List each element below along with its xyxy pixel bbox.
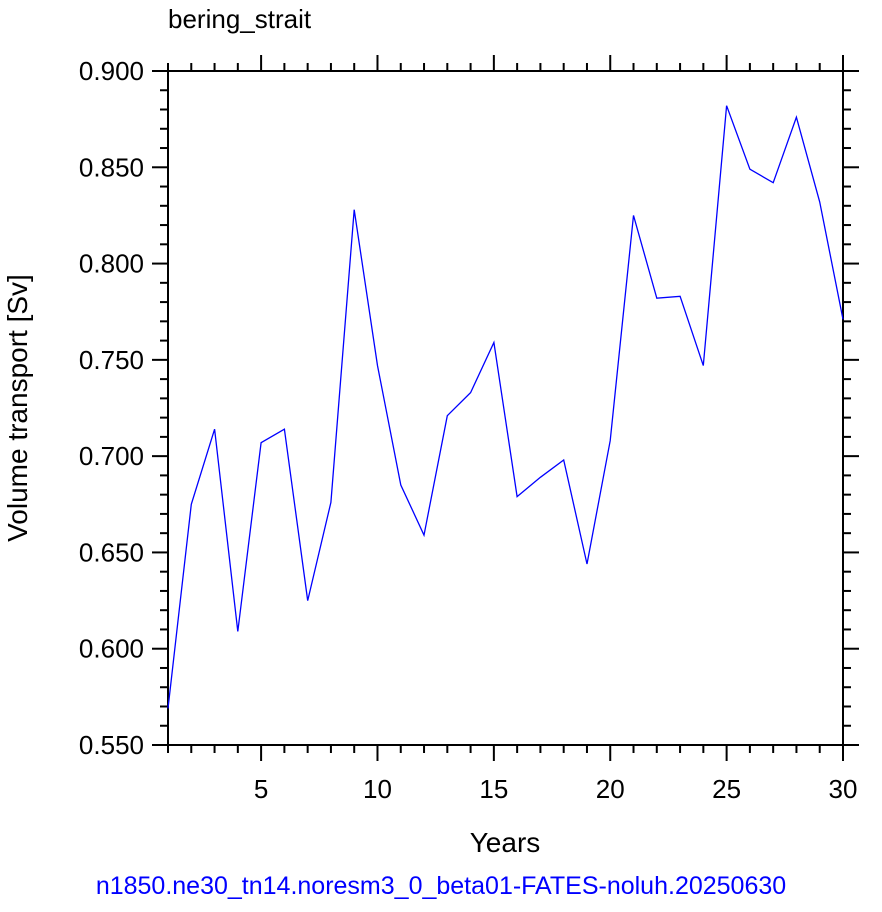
x-tick-label: 5 <box>254 774 268 804</box>
chart-title: bering_strait <box>168 4 312 34</box>
series-line <box>167 105 844 709</box>
y-tick-label: 0.650 <box>79 537 144 567</box>
x-tick-label: 25 <box>712 774 741 804</box>
y-tick-label: 0.900 <box>79 56 144 86</box>
line-chart: bering_strait 0.5500.6000.6500.7000.7500… <box>2 4 859 858</box>
y-tick-label: 0.550 <box>79 730 144 760</box>
x-tick-label: 10 <box>363 774 392 804</box>
x-tick-label: 20 <box>596 774 625 804</box>
y-axis-label: Volume transport [Sv] <box>2 274 33 542</box>
x-tick-labels: 5 10 15 20 25 30 <box>254 774 858 804</box>
y-tick-labels: 0.550 0.600 0.650 0.700 0.750 0.800 0.850 0.900 <box>79 56 144 760</box>
y-tick-label: 0.800 <box>79 249 144 279</box>
axis-ticks <box>152 55 859 761</box>
x-axis-label: Years <box>470 827 541 858</box>
y-tick-label: 0.600 <box>79 634 144 664</box>
y-tick-label: 0.750 <box>79 345 144 375</box>
plot-frame <box>167 70 844 746</box>
y-tick-label: 0.850 <box>79 152 144 182</box>
case-name-label: n1850.ne30_tn14.noresm3_0_beta01-FATES-n… <box>95 872 787 900</box>
y-tick-label: 0.700 <box>79 441 144 471</box>
x-tick-label: 30 <box>829 774 858 804</box>
x-tick-label: 15 <box>479 774 508 804</box>
